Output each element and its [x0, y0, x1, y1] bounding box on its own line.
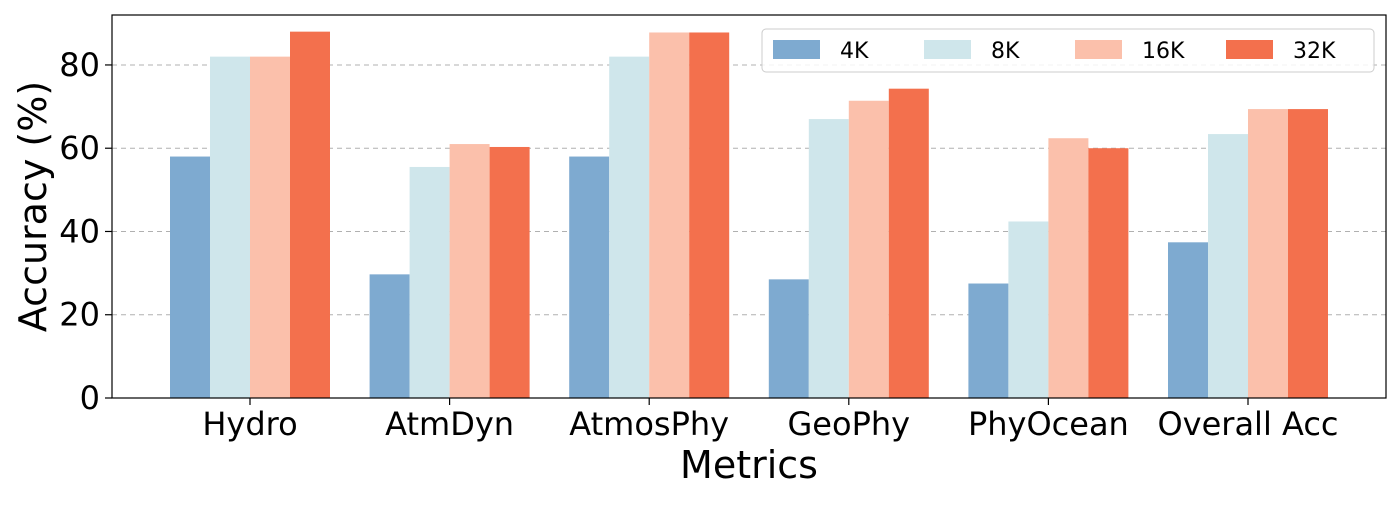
bar-atmosphy-4k	[569, 156, 610, 398]
bar-atmosphy-16k	[649, 32, 690, 399]
x-axis-ticks: Hydro AtmDyn AtmosPhy GeoPhy PhyOcean Overall…	[202, 398, 1339, 443]
bar-overall-acc-8k	[1208, 134, 1248, 398]
bar-overall-acc-4k	[1168, 242, 1208, 398]
bar-overall-acc-32k	[1288, 109, 1328, 399]
x-tick-label: AtmDyn	[385, 405, 514, 443]
legend-box	[761, 28, 1375, 73]
x-tick-label: PhyOcean	[968, 405, 1129, 443]
bar-hydro-8k	[210, 56, 250, 399]
y-tick-label: 20	[59, 296, 100, 334]
x-axis-label: Metrics	[680, 443, 818, 487]
legend-label-16k: 16K	[1142, 39, 1185, 64]
legend-swatch-8k	[924, 40, 971, 59]
bar-atmosphy-8k	[609, 56, 650, 399]
bar-geophy-16k	[848, 100, 889, 398]
y-tick-label: 60	[59, 129, 100, 167]
bar-phyocean-32k	[1088, 148, 1129, 398]
bars-layer	[170, 31, 1328, 399]
y-tick-label: 40	[59, 212, 100, 250]
bar-hydro-4k	[170, 156, 210, 398]
bar-phyocean-16k	[1048, 138, 1089, 399]
bar-atmosphy-32k	[689, 32, 730, 399]
legend-swatch-16k	[1075, 40, 1122, 59]
bar-atmdyn-16k	[449, 144, 490, 398]
bar-atmdyn-4k	[369, 274, 410, 398]
bar-atmdyn-8k	[409, 166, 450, 398]
x-tick-label: Hydro	[202, 405, 297, 443]
legend-label-32k: 32K	[1293, 39, 1336, 64]
bar-geophy-8k	[808, 119, 849, 399]
legend-swatch-4k	[773, 40, 820, 59]
legend: 4K 8K 16K 32K	[761, 28, 1375, 73]
y-axis-ticks: 0 20 40 60 80	[59, 46, 112, 417]
x-tick-label: Overall Acc	[1157, 405, 1338, 443]
x-tick-label: GeoPhy	[788, 405, 911, 443]
bar-phyocean-4k	[968, 283, 1009, 398]
bar-geophy-4k	[768, 279, 809, 398]
bar-hydro-32k	[290, 31, 330, 399]
bar-geophy-32k	[888, 88, 929, 399]
bar-phyocean-8k	[1008, 221, 1049, 398]
y-tick-label: 0	[80, 379, 100, 417]
y-tick-label: 80	[59, 46, 100, 84]
y-axis-label: Accuracy (%)	[11, 81, 55, 332]
axes-frame	[111, 14, 1387, 399]
legend-label-8k: 8K	[991, 39, 1020, 64]
legend-label-4k: 4K	[840, 39, 869, 64]
x-tick-label: AtmosPhy	[569, 405, 729, 443]
legend-swatch-32k	[1226, 40, 1273, 59]
bar-overall-acc-16k	[1248, 109, 1288, 399]
bar-hydro-16k	[250, 56, 290, 399]
bar-atmdyn-32k	[489, 146, 530, 398]
